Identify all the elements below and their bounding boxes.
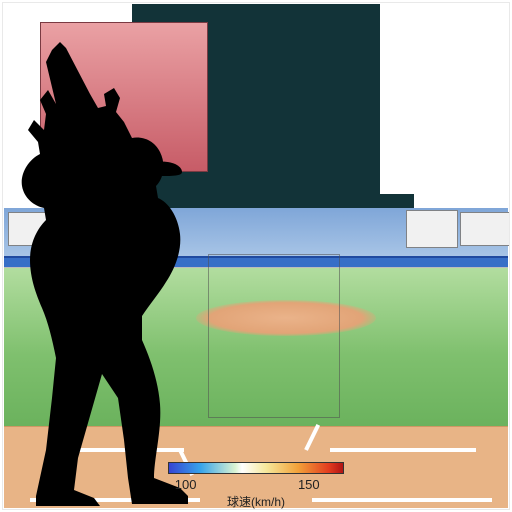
speed-legend-label: 球速(km/h) xyxy=(158,493,354,510)
speed-legend-tick: 150 xyxy=(298,477,320,492)
speed-legend-tick: 100 xyxy=(175,477,197,492)
speed-legend-bar xyxy=(168,462,344,474)
batter-silhouette xyxy=(0,38,242,508)
stands-block xyxy=(460,212,510,246)
batter-path xyxy=(22,42,188,506)
batter-box-line xyxy=(330,448,476,452)
stands-block xyxy=(406,210,458,248)
speed-legend: 100150 球速(km/h) xyxy=(158,460,354,504)
pitch-chart-canvas: 100 150 球速(km/h) xyxy=(0,0,512,512)
